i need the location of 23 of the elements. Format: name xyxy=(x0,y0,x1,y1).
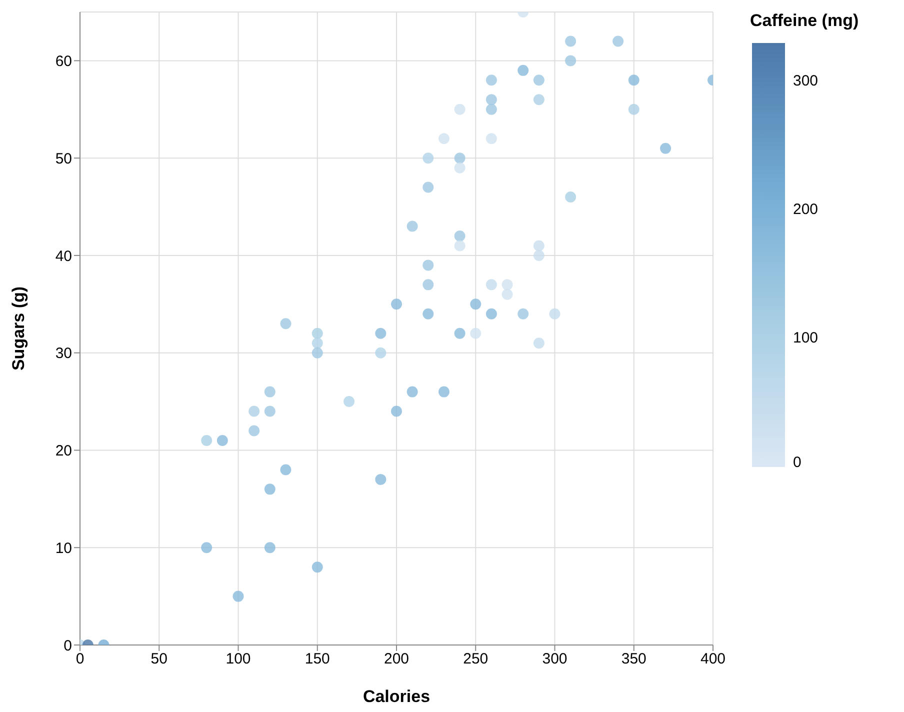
color-bar-label: 200 xyxy=(793,201,818,218)
x-tick-label: 50 xyxy=(150,650,168,668)
x-tick-label: 150 xyxy=(304,650,330,668)
x-tick-label: 350 xyxy=(621,650,646,668)
x-tick-label: 250 xyxy=(463,650,488,668)
y-tick-label: 50 xyxy=(55,150,72,168)
color-bar-label: 0 xyxy=(793,454,802,471)
y-tick-label: 10 xyxy=(55,540,72,557)
color-bar-title: Caffeine (mg) xyxy=(750,11,859,30)
y-tick-label: 20 xyxy=(55,442,72,460)
color-bar-label: 300 xyxy=(793,72,818,90)
y-tick-label: 60 xyxy=(55,53,72,70)
y-tick-label: 0 xyxy=(64,637,72,654)
x-tick-label: 200 xyxy=(384,650,410,668)
x-tick-label: 300 xyxy=(542,650,568,668)
y-tick-label: 40 xyxy=(55,248,72,265)
x-tick-label: 400 xyxy=(700,650,726,668)
x-axis-title: Calories xyxy=(362,687,430,706)
y-tick-label: 30 xyxy=(55,345,72,362)
x-tick-label: 100 xyxy=(226,650,251,668)
x-tick-label: 0 xyxy=(76,650,84,668)
color-bar-label: 100 xyxy=(793,329,818,346)
y-axis-title: Sugars (g) xyxy=(9,286,28,371)
